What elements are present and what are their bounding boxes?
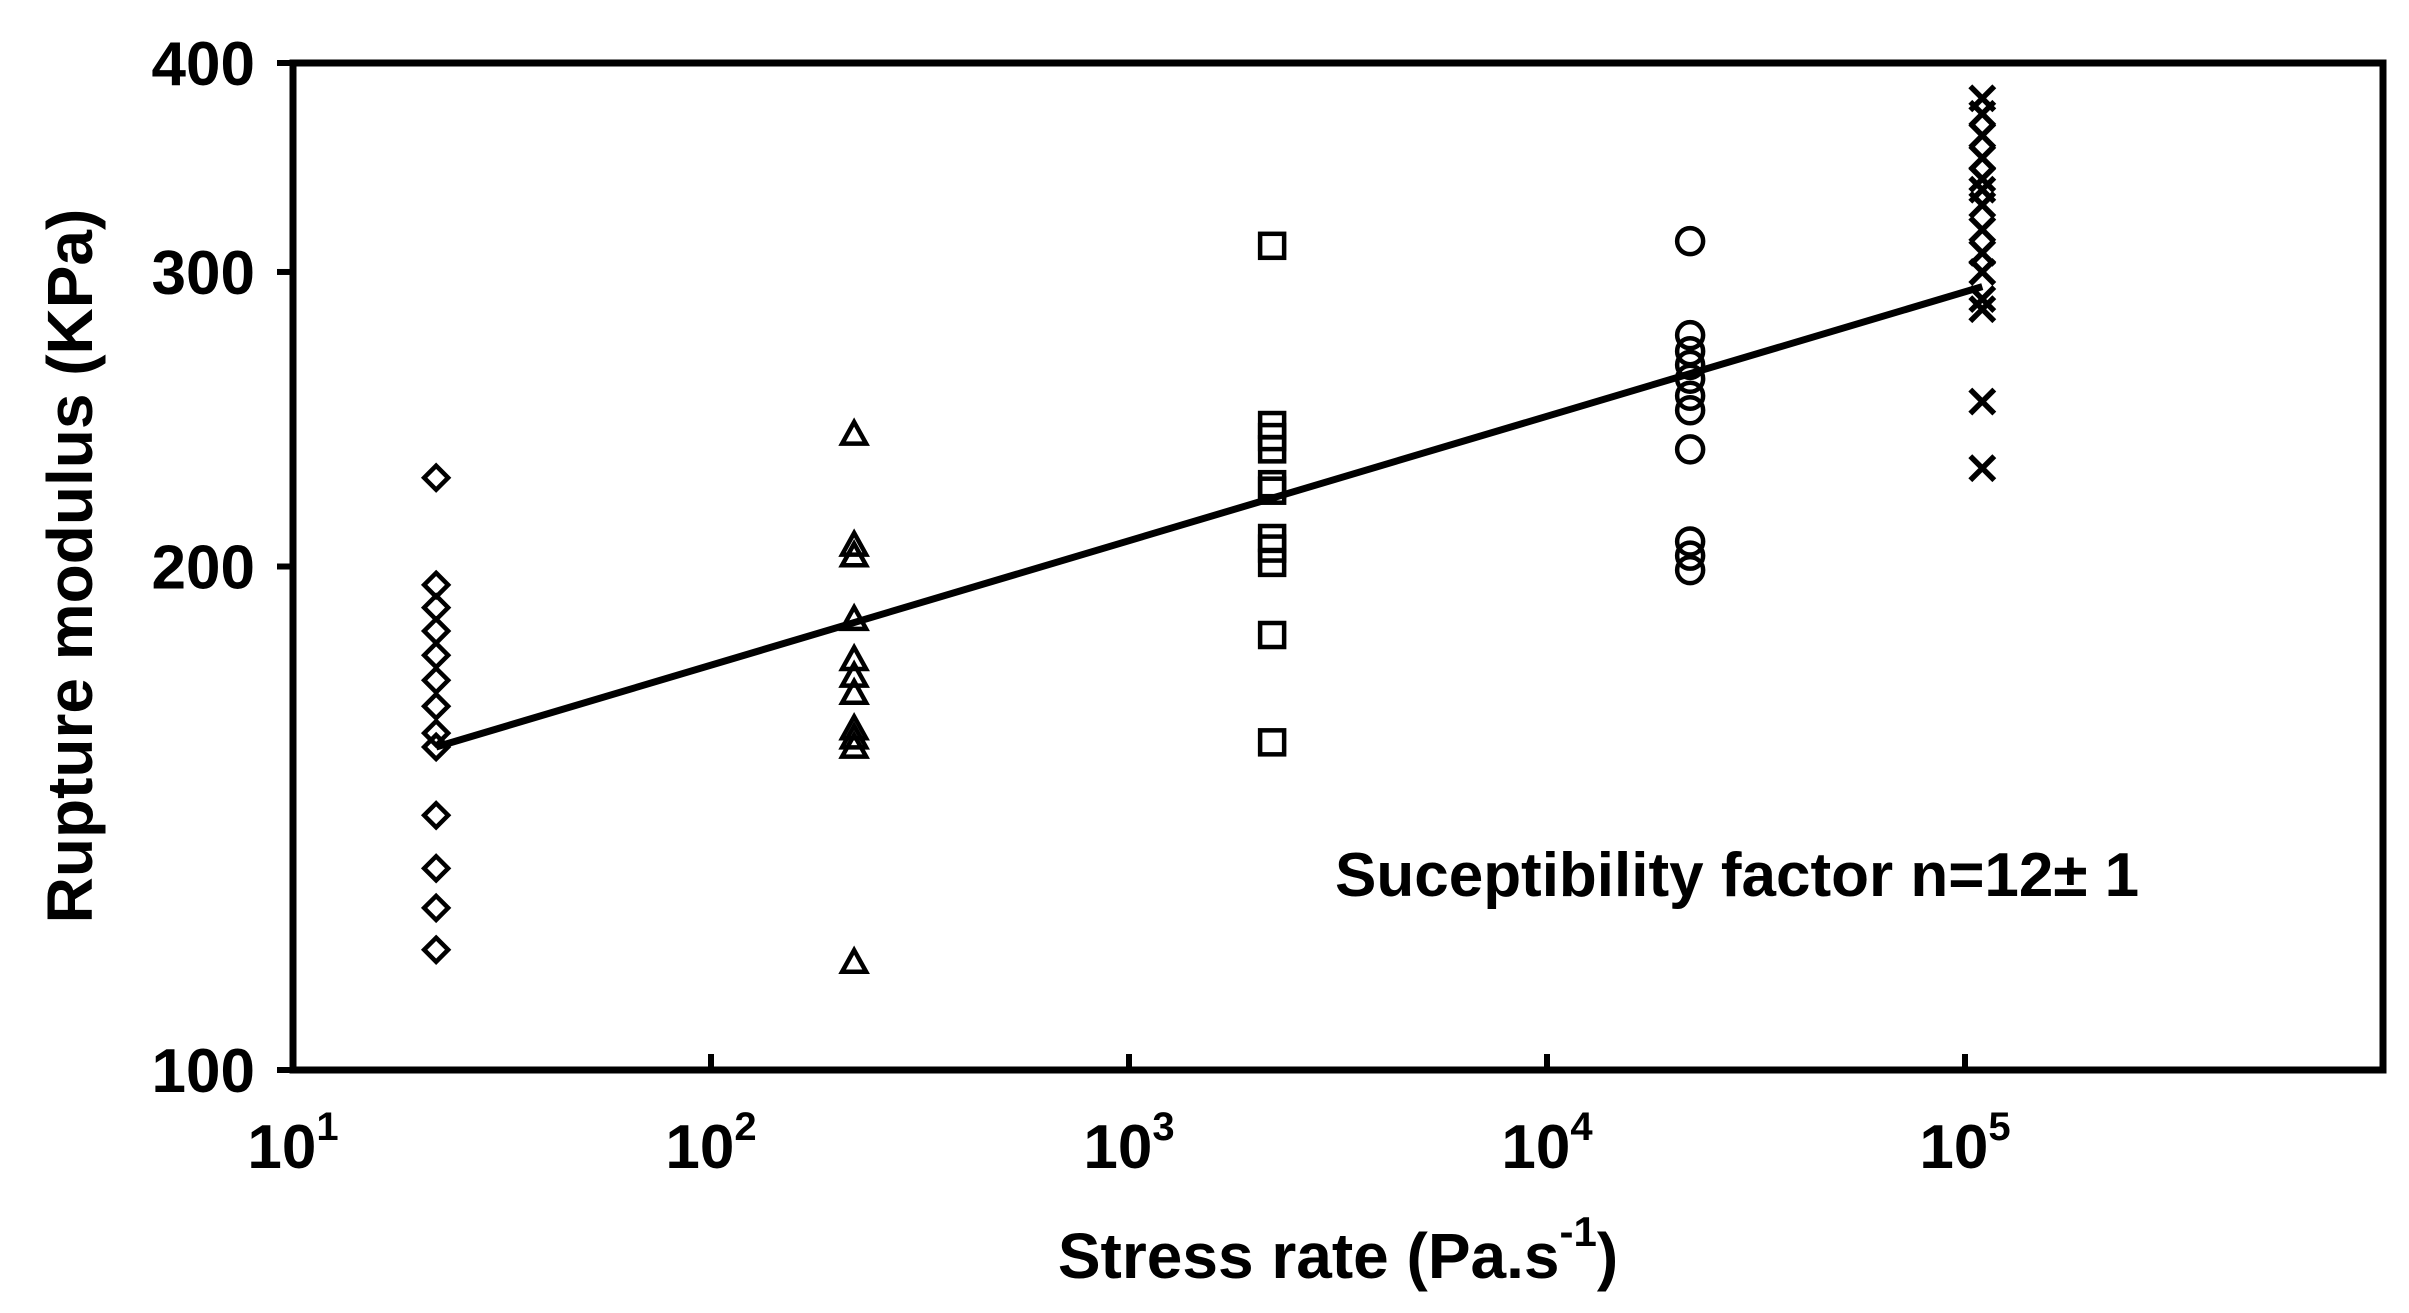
circle-point: [1674, 434, 1706, 465]
x-tick-label: 101: [247, 1105, 338, 1182]
diamond-point: [420, 800, 452, 831]
data-points: [420, 84, 1997, 975]
circle-point: [1674, 380, 1706, 411]
plot-frame: [289, 59, 2387, 1074]
cross-point: [1968, 295, 1997, 324]
triangle-point: [838, 945, 870, 975]
square-point: [1257, 620, 1287, 650]
x-tick-label-exponent: 1: [316, 1105, 338, 1149]
diamond-point: [420, 691, 452, 722]
square-point: [1257, 231, 1287, 261]
square-point: [1257, 476, 1287, 505]
cross-point: [1968, 454, 1997, 483]
square-point: [1257, 728, 1287, 757]
x-tick-label-exponent: 2: [734, 1105, 756, 1149]
x-tick-label-base: 10: [1083, 1113, 1152, 1182]
diamond-point: [420, 853, 452, 884]
annotation-label: Suceptibility factor n=12± 1: [1335, 841, 2139, 910]
axis-ticks: [277, 60, 1968, 1073]
y-tick-label: 100: [152, 1037, 255, 1106]
x-axis-label-close: ): [1597, 1220, 1618, 1292]
fit-line-group: [435, 283, 1984, 751]
triangle-point: [838, 539, 870, 568]
cross-point: [1968, 121, 1997, 150]
triangle-point: [838, 721, 870, 750]
circle-point: [1674, 540, 1706, 571]
x-tick-label: 103: [1083, 1105, 1174, 1182]
cross-point: [1968, 99, 1997, 128]
triangle-point: [838, 417, 870, 446]
x-tick-label-base: 10: [1501, 1113, 1570, 1182]
diamond-point: [420, 665, 452, 696]
triangle-point: [838, 642, 870, 672]
cross-point: [1968, 164, 1997, 193]
triangle-point: [838, 676, 870, 705]
diamond-point: [420, 892, 452, 924]
cross-point: [1968, 215, 1997, 244]
cross-point: [1968, 143, 1997, 172]
triangle-point: [838, 730, 870, 759]
x-tick-label-exponent: 4: [1570, 1105, 1593, 1149]
circle-point: [1674, 554, 1706, 586]
x-axis-label: Stress rate (Pa.s-1): [1058, 1208, 1618, 1292]
x-axis-label-exponent: -1: [1559, 1208, 1596, 1255]
circle-point: [1674, 526, 1706, 557]
y-tick-label: 300: [152, 239, 255, 308]
triangle-point: [838, 528, 870, 557]
diamond-point: [420, 462, 452, 493]
x-tick-label-base: 10: [665, 1113, 734, 1182]
x-tick-label-exponent: 3: [1152, 1105, 1174, 1149]
diamond-point: [420, 934, 452, 965]
circle-point: [1674, 319, 1706, 351]
square-point: [1257, 548, 1287, 578]
x-tick-label: 102: [665, 1105, 756, 1182]
cross-point: [1968, 387, 1997, 416]
x-tick-label-base: 10: [247, 1113, 316, 1182]
x-axis-label-main: Stress rate (Pa.s: [1058, 1220, 1560, 1292]
square-point: [1257, 534, 1287, 563]
y-tick-label: 200: [152, 534, 255, 603]
y-axis-label: Rupture modulus (KPa): [34, 209, 106, 924]
cross-point: [1968, 190, 1997, 219]
x-tick-label-exponent: 5: [1988, 1105, 2010, 1149]
fit-line: [435, 283, 1984, 751]
circle-point: [1674, 394, 1706, 426]
square-point: [1257, 435, 1287, 464]
x-tick-label: 105: [1919, 1105, 2010, 1182]
circle-point: [1674, 225, 1706, 257]
diamond-point: [420, 640, 452, 671]
y-tick-label: 400: [152, 30, 255, 99]
circle-point: [1674, 349, 1706, 381]
x-tick-label-base: 10: [1919, 1113, 1988, 1182]
x-tick-label: 104: [1501, 1105, 1593, 1182]
cross-point: [1968, 258, 1997, 286]
